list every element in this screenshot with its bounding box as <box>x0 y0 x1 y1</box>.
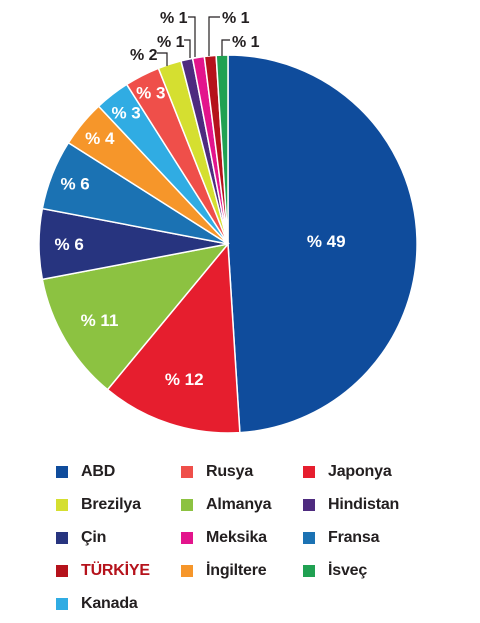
callout-line-hindistan <box>184 39 191 58</box>
legend-swatch <box>181 498 193 511</box>
legend-item-kanada: Kanada <box>56 595 181 613</box>
legend-swatch <box>303 498 315 511</box>
data-label-fransa: % 6 <box>60 175 89 194</box>
data-label-meksika: % 1 <box>160 10 188 27</box>
legend-swatch <box>56 498 68 511</box>
legend-label: İngiltere <box>206 561 267 579</box>
legend-item-turkiye: TÜRKİYE <box>56 562 181 580</box>
legend-swatch <box>303 531 315 544</box>
legend-item-almanya: Almanya <box>181 496 303 514</box>
legend-item-abd: ABD <box>56 463 181 481</box>
legend-swatch <box>303 564 315 577</box>
pie-slice-abd <box>227 54 418 434</box>
legend-swatch <box>56 465 68 478</box>
data-label-abd: % 49 <box>307 232 346 251</box>
data-label-brezilya: % 2 <box>130 47 158 64</box>
legend-swatch <box>303 465 315 478</box>
legend-swatch <box>181 564 193 577</box>
callout-line-meksika <box>188 16 196 57</box>
legend-label: ABD <box>81 462 116 480</box>
data-label-kanada: % 3 <box>111 104 140 123</box>
legend-item-ingiltere: İngiltere <box>181 562 303 580</box>
legend-item-brezilya: Brezilya <box>56 496 181 514</box>
legend-label: Japonya <box>328 462 392 480</box>
legend-label: Almanya <box>206 495 272 513</box>
data-label-isvec: % 1 <box>232 34 260 51</box>
data-label-rusya: % 3 <box>136 83 165 102</box>
legend-label: Rusya <box>206 462 254 480</box>
legend-item-hindistan: Hindistan <box>303 496 453 514</box>
legend-label: Fransa <box>328 528 380 546</box>
legend-swatch <box>56 597 68 610</box>
legend-label: Kanada <box>81 594 138 612</box>
callout-line-brezilya <box>157 52 168 66</box>
legend-row: TÜRKİYE İngiltere İsveç <box>56 554 466 587</box>
legend-swatch <box>181 465 193 478</box>
legend: ABD Rusya Japonya Brezilya Almanya Hindistan Ç… <box>56 455 466 620</box>
legend-row: Brezilya Almanya Hindistan <box>56 488 466 521</box>
data-label-ingiltere: % 4 <box>85 129 115 148</box>
legend-row: Kanada <box>56 587 466 620</box>
callout-line-isvec <box>221 39 230 56</box>
legend-swatch <box>56 564 68 577</box>
pie-slice-almanya <box>41 242 230 391</box>
legend-label: İsveç <box>328 561 368 579</box>
legend-swatch <box>181 531 193 544</box>
legend-row: Çin Meksika Fransa <box>56 521 466 554</box>
data-label-hindistan: % 1 <box>157 34 185 51</box>
legend-item-cin: Çin <box>56 529 181 547</box>
legend-label: Çin <box>81 528 107 546</box>
pie-slice-japonya <box>106 242 241 434</box>
legend-label: Brezilya <box>81 495 141 513</box>
legend-row: ABD Rusya Japonya <box>56 455 466 488</box>
pie-chart: % 49% 12% 11% 6% 6% 4% 3% 3% 2% 1% 1% 1%… <box>38 10 418 434</box>
legend-label: TÜRKİYE <box>81 561 150 579</box>
legend-item-fransa: Fransa <box>303 529 453 547</box>
legend-item-rusya: Rusya <box>181 463 303 481</box>
legend-swatch <box>56 531 68 544</box>
data-label-turkiye: % 1 <box>222 10 250 27</box>
callout-line-turkiye <box>208 16 220 56</box>
legend-label: Meksika <box>206 528 267 546</box>
data-label-cin: % 6 <box>55 235 84 254</box>
legend-item-isvec: İsveç <box>303 562 453 580</box>
data-label-almanya: % 11 <box>81 311 119 330</box>
legend-item-japonya: Japonya <box>303 463 453 481</box>
legend-label: Hindistan <box>328 495 400 513</box>
data-label-japonya: % 12 <box>165 370 204 389</box>
legend-item-meksika: Meksika <box>181 529 303 547</box>
